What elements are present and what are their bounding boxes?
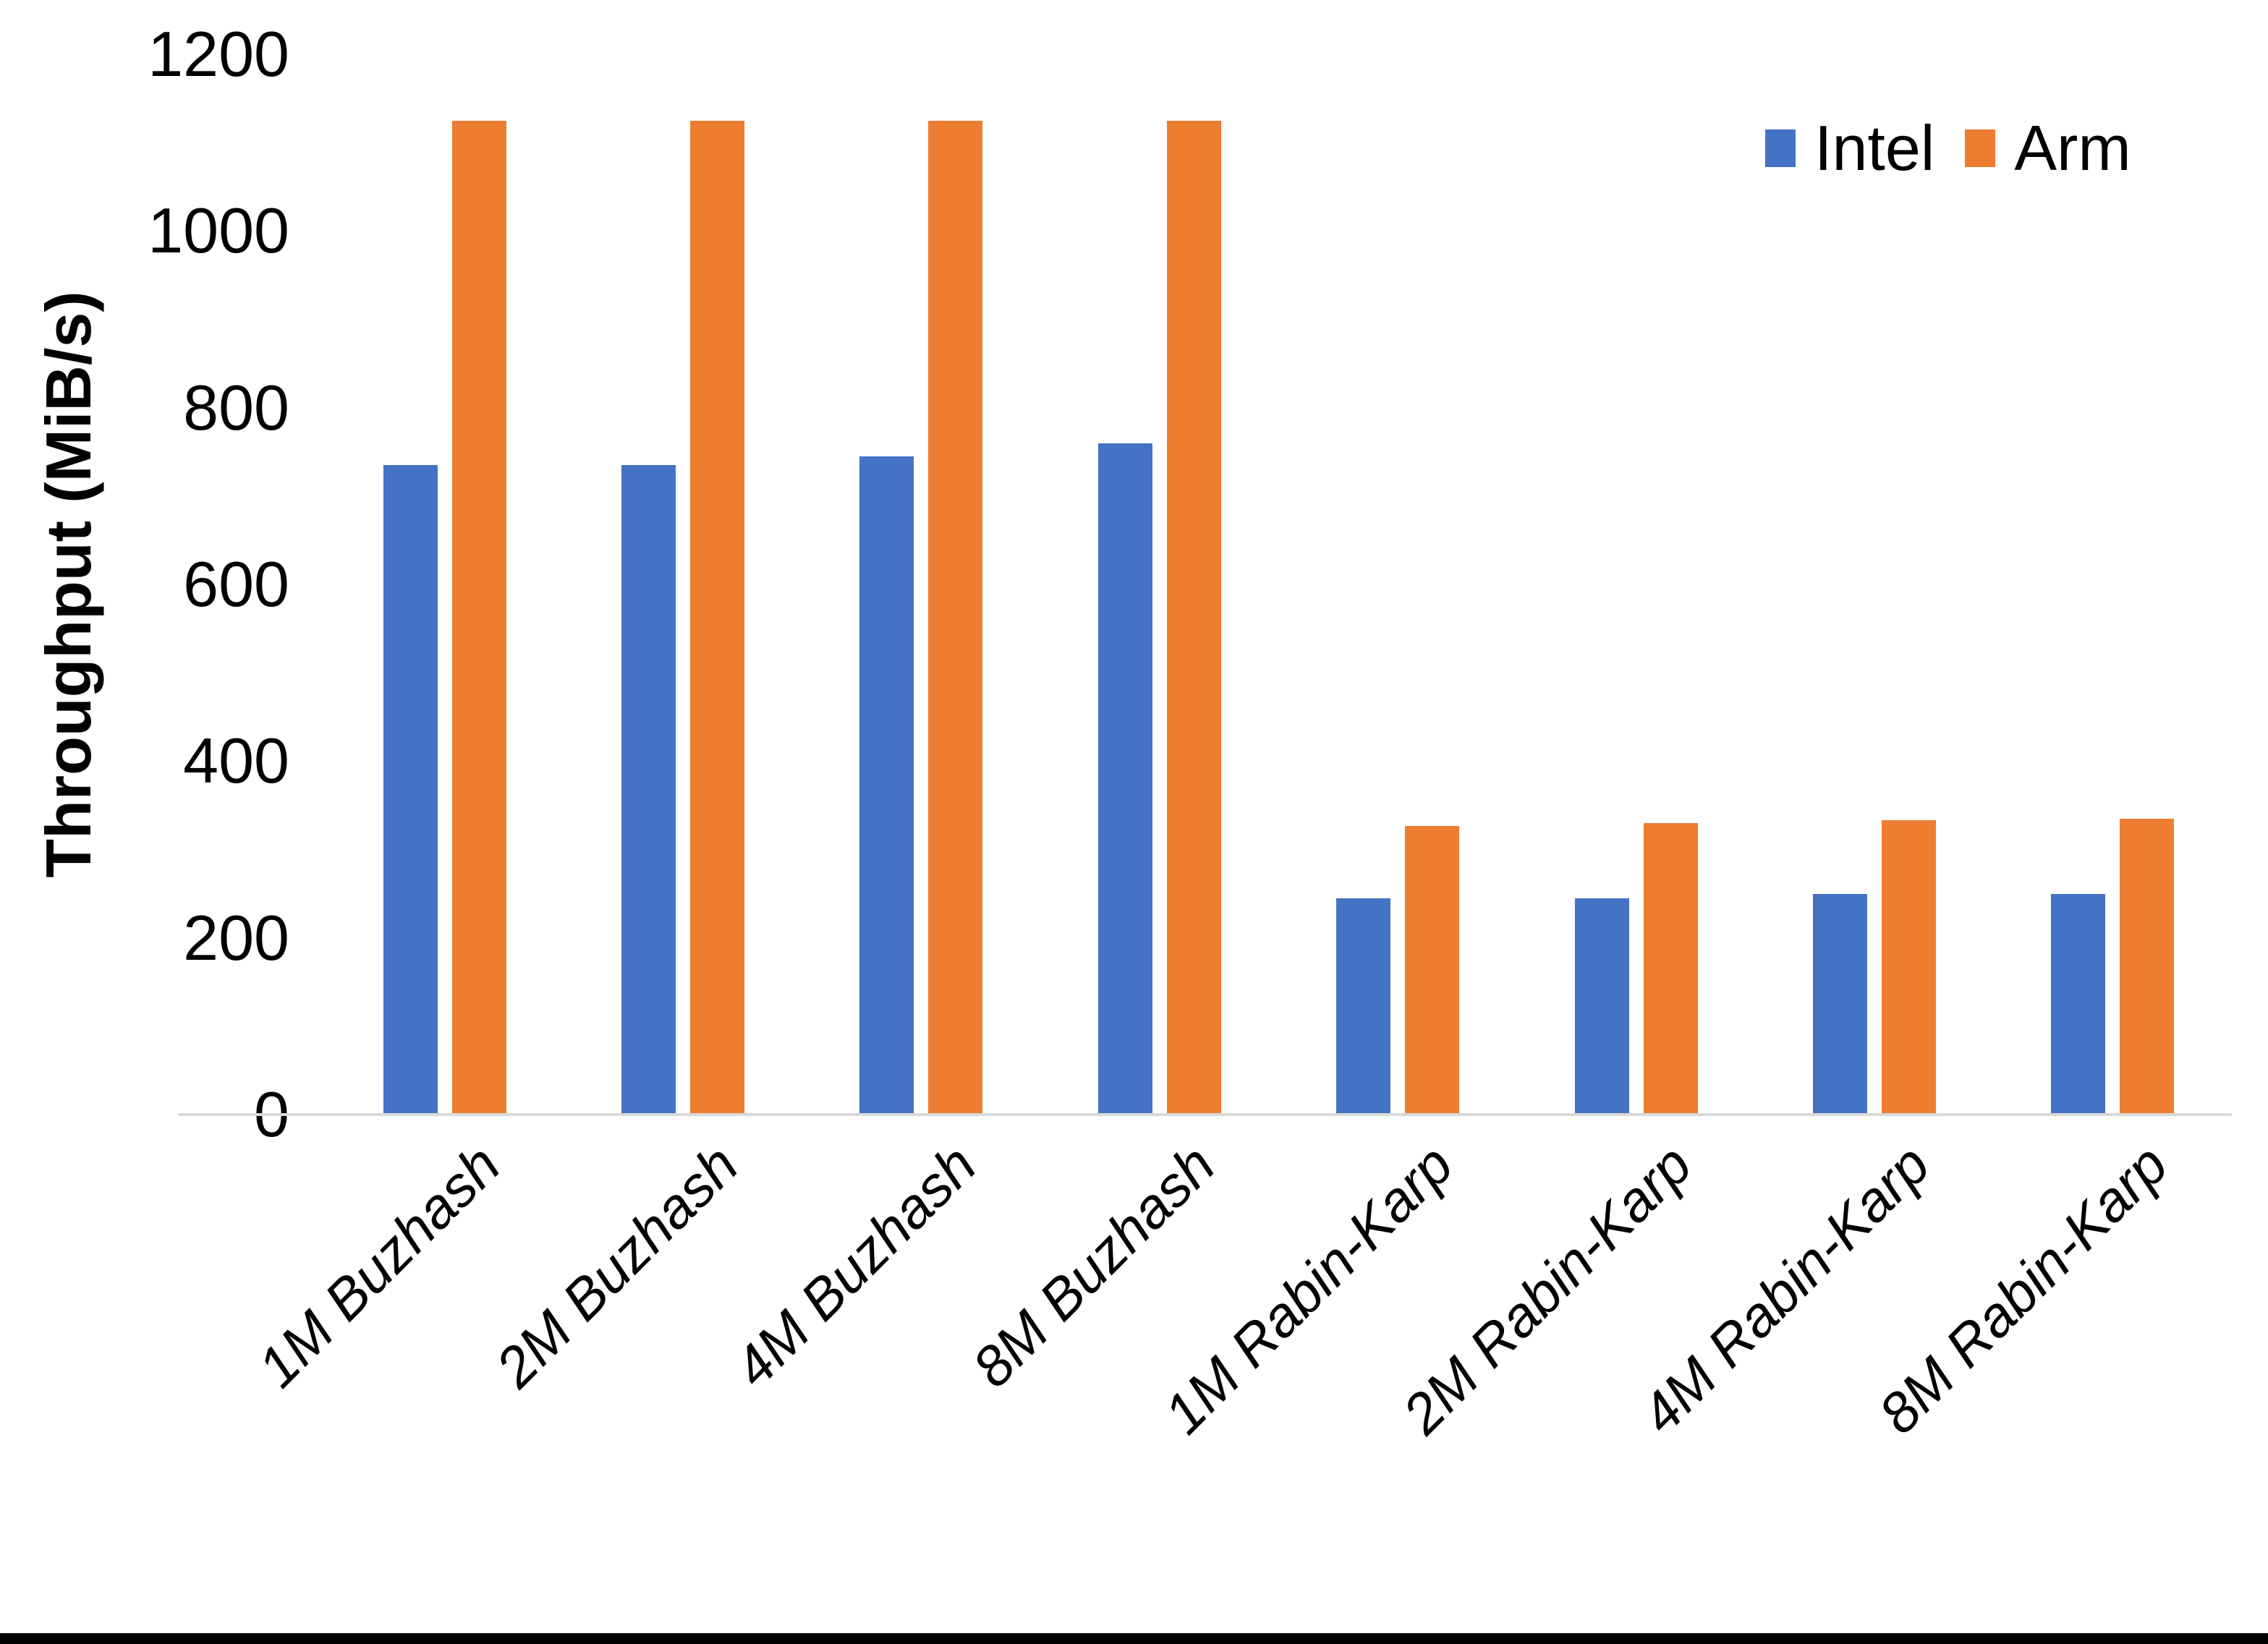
- bar-arm-7: [1881, 820, 1936, 1115]
- bar-arm-6: [1643, 823, 1698, 1115]
- legend-item-intel: Intel: [1765, 114, 1934, 183]
- bar-intel-3: [859, 456, 914, 1115]
- y-tick-label: 400: [183, 725, 289, 797]
- bar-arm-1: [451, 121, 506, 1115]
- bar-arm-4: [1166, 121, 1221, 1115]
- bar-intel-7: [1812, 894, 1867, 1115]
- bar-intel-8: [2051, 894, 2106, 1115]
- y-tick-label: 600: [183, 548, 289, 620]
- bar-arm-2: [690, 121, 745, 1115]
- legend-item-arm: Arm: [1965, 114, 2131, 183]
- plot-area: [326, 54, 2232, 1115]
- bar-intel-4: [1097, 443, 1152, 1115]
- y-tick-label: 800: [183, 371, 289, 443]
- bar-intel-1: [383, 465, 438, 1115]
- bar-intel-6: [1574, 898, 1629, 1115]
- bottom-border: [0, 1633, 2268, 1644]
- bar-arm-8: [2120, 819, 2175, 1115]
- y-tick-label: 200: [183, 901, 289, 974]
- bar-intel-2: [621, 465, 676, 1115]
- intel-series-swatch-icon: [1765, 129, 1796, 167]
- bar-intel-5: [1336, 898, 1391, 1115]
- legend-label-intel: Intel: [1814, 112, 1935, 184]
- y-tick-label: 1200: [148, 18, 289, 90]
- x-axis-line: [179, 1113, 2232, 1116]
- arm-series-swatch-icon: [1965, 129, 1996, 167]
- bar-arm-3: [928, 121, 983, 1115]
- legend: Intel Arm: [1765, 114, 2131, 183]
- y-tick-label: 1000: [148, 195, 289, 267]
- legend-label-arm: Arm: [2014, 112, 2131, 184]
- bar-arm-5: [1405, 826, 1460, 1115]
